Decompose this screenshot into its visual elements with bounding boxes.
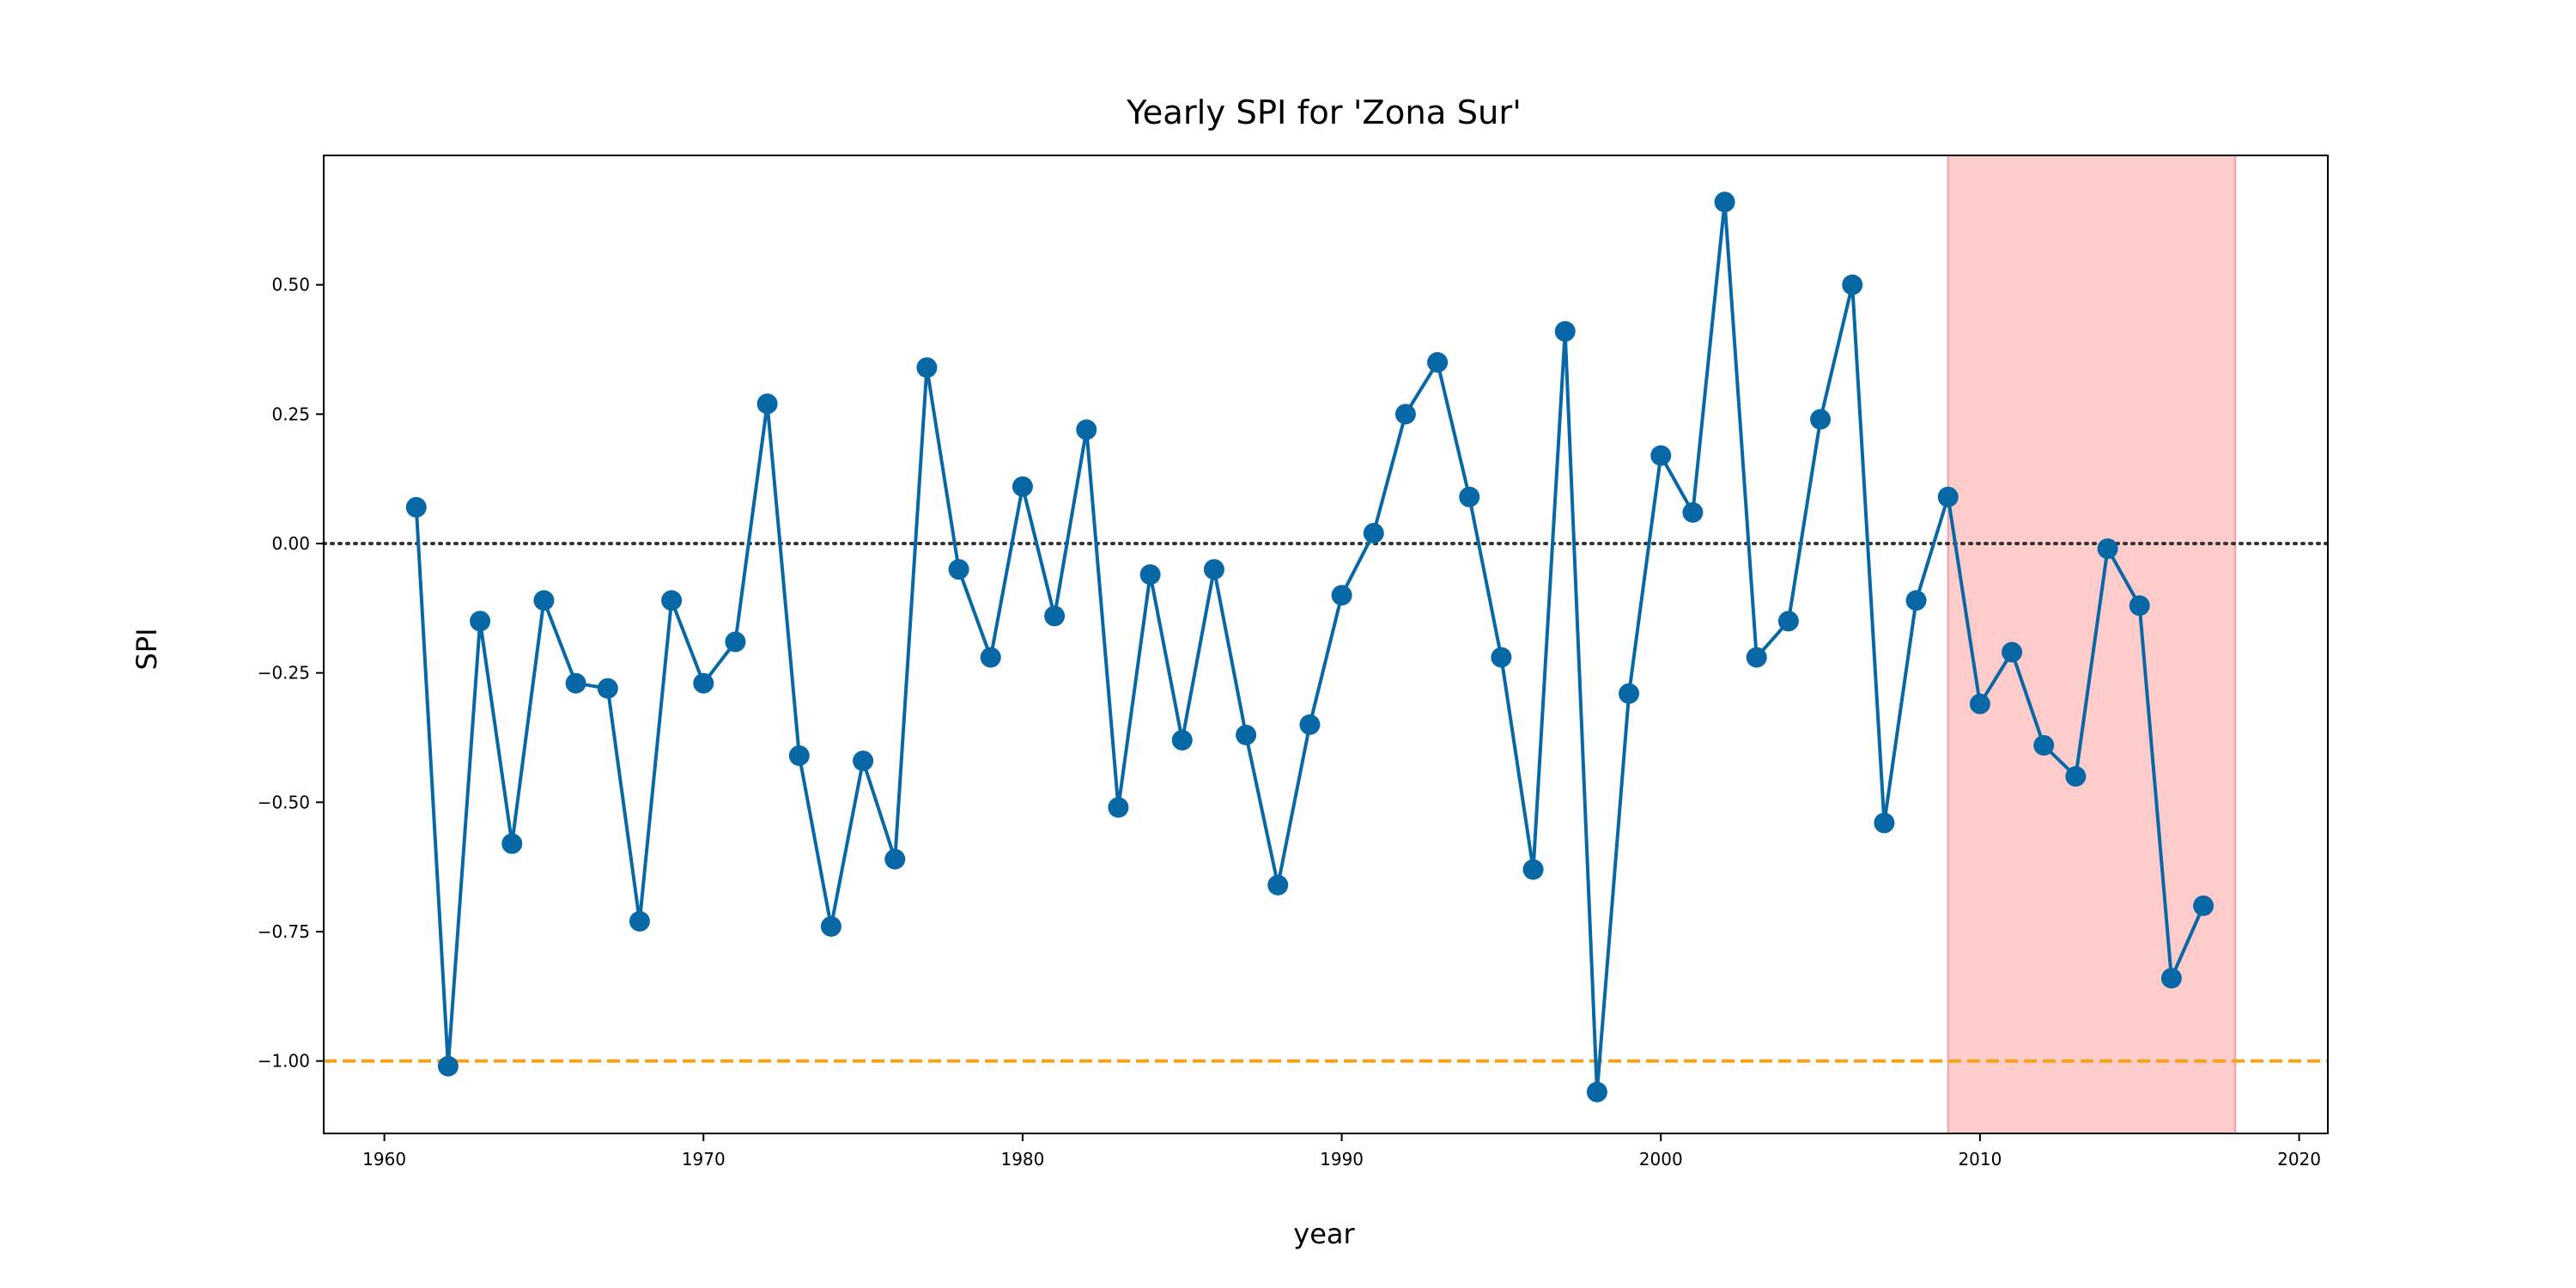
data-point (1969, 693, 1990, 714)
y-tick-label: 0.25 (271, 404, 310, 424)
data-point (1363, 522, 1384, 544)
data-point (565, 672, 586, 694)
data-point (1554, 320, 1576, 342)
y-tick-label: −1.00 (258, 1051, 310, 1072)
data-point (884, 848, 906, 870)
data-point (405, 496, 427, 518)
data-point (1810, 409, 1832, 430)
x-ticks: 1960 1970 1980 1990 2000 2010 2020 (362, 1133, 2321, 1170)
data-point (2065, 766, 2087, 787)
data-point (437, 1055, 459, 1077)
data-point (1586, 1081, 1607, 1103)
y-tick-label: 0.50 (271, 275, 310, 295)
data-point (533, 590, 555, 611)
data-point (1650, 445, 1672, 466)
y-tick-label: 0.00 (271, 533, 310, 554)
data-point (1299, 714, 1321, 735)
data-point (597, 677, 618, 699)
data-point (2160, 968, 2182, 989)
data-point (1522, 859, 1544, 880)
x-tick-label: 2000 (1639, 1149, 1683, 1170)
x-tick-label: 1990 (1320, 1149, 1364, 1170)
x-tick-label: 1980 (1000, 1149, 1044, 1170)
data-point (756, 393, 778, 415)
data-point (1331, 585, 1352, 606)
data-point (1459, 486, 1480, 507)
plot-frame (323, 155, 2329, 1134)
data-point (1874, 812, 1895, 834)
data-point (629, 910, 650, 932)
data-point (820, 915, 841, 937)
x-tick-label: 1960 (362, 1149, 406, 1170)
data-point (1842, 274, 1863, 295)
data-point (1171, 729, 1193, 750)
data-point (1682, 501, 1704, 523)
series-layer (405, 191, 2215, 1103)
data-point (2193, 895, 2215, 916)
y-tick-label: −0.50 (258, 792, 310, 812)
data-point (2097, 538, 2118, 560)
data-point (788, 745, 810, 767)
data-point (1012, 476, 1033, 497)
data-point (661, 590, 683, 611)
data-point (1427, 352, 1449, 374)
y-ticks: −1.00 −0.75 −0.50 −0.25 0.00 0.25 0.50 (258, 275, 324, 1072)
data-point (1236, 724, 1257, 745)
data-point (2033, 735, 2055, 756)
data-point (1203, 559, 1224, 580)
data-point (1905, 590, 1927, 611)
x-tick-label: 2020 (2277, 1149, 2321, 1170)
chart-title: Yearly SPI for 'Zona Sur' (1126, 94, 1522, 132)
data-point (1108, 797, 1129, 818)
data-point (1619, 683, 1640, 704)
y-tick-label: −0.25 (258, 663, 310, 683)
data-point (2002, 641, 2023, 663)
data-point (1044, 605, 1066, 627)
data-point (1076, 419, 1097, 440)
data-point (501, 833, 523, 854)
data-point (916, 357, 938, 379)
data-point (1937, 486, 1959, 507)
x-tick-label: 2010 (1958, 1149, 2002, 1170)
highlight-layer (1947, 155, 2237, 1134)
data-point (1394, 404, 1416, 425)
data-point (853, 750, 874, 772)
y-axis-label: SPI (131, 628, 163, 670)
reference-lines (322, 541, 2330, 1063)
y-tick-label: −0.75 (258, 921, 310, 942)
data-point (1139, 564, 1161, 586)
data-point (693, 672, 714, 694)
x-axis-label: year (1293, 1218, 1355, 1250)
data-point (1714, 191, 1735, 213)
data-point (1746, 647, 1767, 668)
x-tick-label: 1970 (682, 1149, 726, 1170)
highlight-span (1947, 155, 2237, 1134)
data-point (980, 647, 1001, 668)
data-point (725, 631, 746, 653)
data-point (1491, 647, 1512, 668)
data-point (948, 559, 969, 580)
data-point (2129, 595, 2150, 617)
data-point (470, 611, 491, 632)
data-point (1777, 611, 1799, 632)
data-point (1267, 874, 1289, 896)
